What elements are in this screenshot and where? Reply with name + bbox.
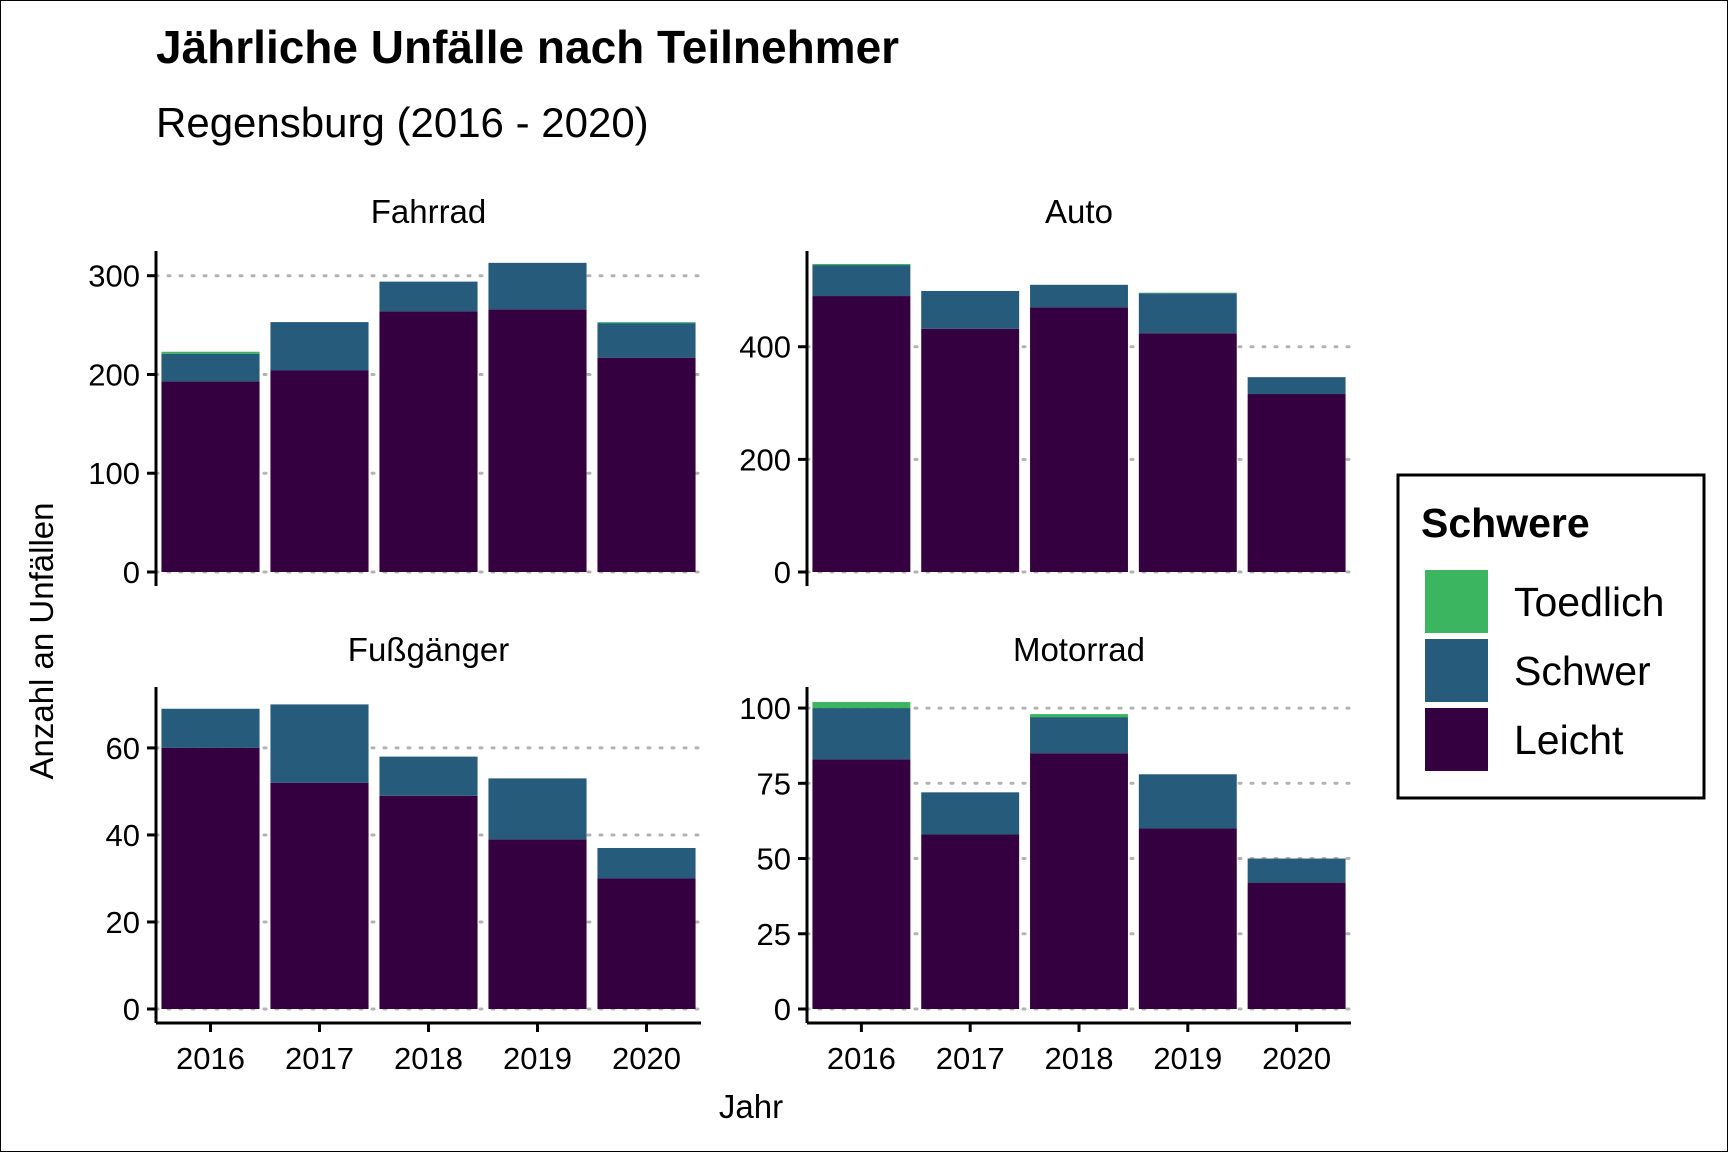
bar-segment-leicht [812, 296, 911, 572]
x-tick-label: 2017 [936, 1041, 1005, 1076]
y-tick-label: 20 [106, 905, 140, 940]
bar-segment-leicht [488, 309, 587, 572]
bar-segment-schwer [1138, 293, 1237, 334]
y-tick-label: 0 [123, 555, 140, 590]
x-tick-label: 2016 [827, 1041, 896, 1076]
bar-segment-toedlich [812, 263, 911, 266]
bar-segment-leicht [161, 747, 260, 1009]
bar-segment-leicht [812, 759, 911, 1009]
bar-segment-leicht [1030, 753, 1128, 1009]
y-tick-label: 75 [757, 766, 791, 801]
panels: Fahrrad0100200300Auto0200400Fußgänger020… [88, 193, 1353, 1076]
bar-segment-leicht [488, 839, 587, 1009]
x-tick-label: 2017 [285, 1041, 354, 1076]
y-tick-label: 400 [739, 330, 791, 365]
bar-segment-toedlich [161, 351, 260, 354]
legend-title: Schwere [1421, 500, 1590, 546]
bar-segment-schwer [488, 778, 587, 840]
bar-segment-schwer [921, 290, 1020, 329]
panel-3: Motorrad 0 25 50 75 100 2016 2017 2018 2019 2020 [739, 631, 1353, 1076]
bar-segment-leicht [270, 370, 369, 572]
bar-segment-schwer [1030, 717, 1128, 754]
bar-segment-leicht [379, 795, 478, 1009]
panel-strip-label: Fußgänger [348, 631, 509, 668]
bar-segment-leicht [1247, 394, 1346, 572]
x-tick-label: 2016 [176, 1041, 245, 1076]
x-axis-title: Jahr [719, 1088, 783, 1125]
bar-segment-leicht [1138, 828, 1237, 1009]
bar-segment-schwer [161, 708, 260, 748]
bar-segment-schwer [921, 792, 1020, 835]
bar-segment-schwer [270, 704, 369, 783]
x-tick-label: 2019 [1153, 1041, 1222, 1076]
x-tick-label: 2018 [394, 1041, 463, 1076]
legend: Schwere Toedlich Schwer Leicht [1396, 473, 1706, 800]
bar-segment-schwer [161, 353, 260, 382]
bar-segment-leicht [1030, 307, 1128, 572]
legend-label-schwer: Schwer [1514, 648, 1651, 694]
bar-segment-toedlich [812, 702, 911, 709]
bar-segment-schwer [379, 756, 478, 796]
y-tick-label: 200 [739, 442, 791, 477]
x-tick-label: 2018 [1045, 1041, 1114, 1076]
bar-segment-schwer [597, 848, 696, 879]
bar-segment-toedlich [597, 322, 696, 324]
y-tick-label: 50 [757, 842, 791, 877]
bar-segment-schwer [1247, 377, 1346, 395]
bar-segment-schwer [812, 708, 911, 760]
bar-segment-leicht [161, 381, 260, 572]
legend-label-leicht: Leicht [1514, 717, 1624, 763]
y-tick-label: 300 [88, 259, 140, 294]
y-tick-label: 40 [106, 818, 140, 853]
y-tick-label: 100 [88, 456, 140, 491]
bar-segment-schwer [488, 262, 587, 310]
bar-segment-leicht [597, 357, 696, 572]
bar-segment-schwer [1030, 284, 1128, 308]
y-tick-label: 100 [739, 691, 791, 726]
y-tick-label: 0 [123, 992, 140, 1027]
chart-subtitle: Regensburg (2016 - 2020) [156, 99, 649, 146]
bar-segment-toedlich [1030, 714, 1128, 718]
bar-segment-schwer [812, 265, 911, 297]
legend-swatch-schwer [1425, 639, 1488, 702]
bar-segment-toedlich [1138, 292, 1237, 294]
bar-segment-leicht [1138, 333, 1237, 572]
x-tick-label: 2019 [503, 1041, 572, 1076]
chart-title: Jährliche Unfälle nach Teilnehmer [156, 21, 899, 73]
y-tick-label: 60 [106, 731, 140, 766]
bar-segment-leicht [379, 311, 478, 572]
bar-segment-schwer [597, 323, 696, 358]
panel-2: Fußgänger 0 20 40 60 2016 2017 2018 2019 2020 [106, 631, 703, 1076]
y-tick-label: 0 [774, 992, 791, 1027]
panel-strip-label: Auto [1045, 193, 1113, 230]
bar-segment-schwer [379, 281, 478, 312]
x-tick-label: 2020 [612, 1041, 681, 1076]
bar-segment-leicht [597, 878, 696, 1009]
bar-segment-schwer [270, 322, 369, 371]
legend-swatch-toedlich [1425, 570, 1488, 633]
legend-label-toedlich: Toedlich [1514, 579, 1664, 625]
legend-swatch-leicht [1425, 708, 1488, 771]
panel-strip-label: Fahrrad [371, 193, 487, 230]
bar-segment-leicht [921, 834, 1020, 1009]
y-tick-label: 0 [774, 555, 791, 590]
bar-segment-leicht [270, 782, 369, 1009]
bar-segment-schwer [1138, 774, 1237, 829]
bar-segment-leicht [1247, 882, 1346, 1009]
y-tick-label: 25 [757, 917, 791, 952]
y-tick-label: 200 [88, 357, 140, 392]
bar-segment-leicht [921, 328, 1020, 572]
bar-segment-schwer [1247, 858, 1346, 883]
panel-0: Fahrrad 0 100 200 300 [88, 193, 703, 590]
y-axis-title: Anzahl an Unfällen [23, 502, 60, 779]
panel-1: Auto 0 200 400 [739, 193, 1353, 590]
x-tick-label: 2020 [1262, 1041, 1331, 1076]
panel-strip-label: Motorrad [1013, 631, 1145, 668]
